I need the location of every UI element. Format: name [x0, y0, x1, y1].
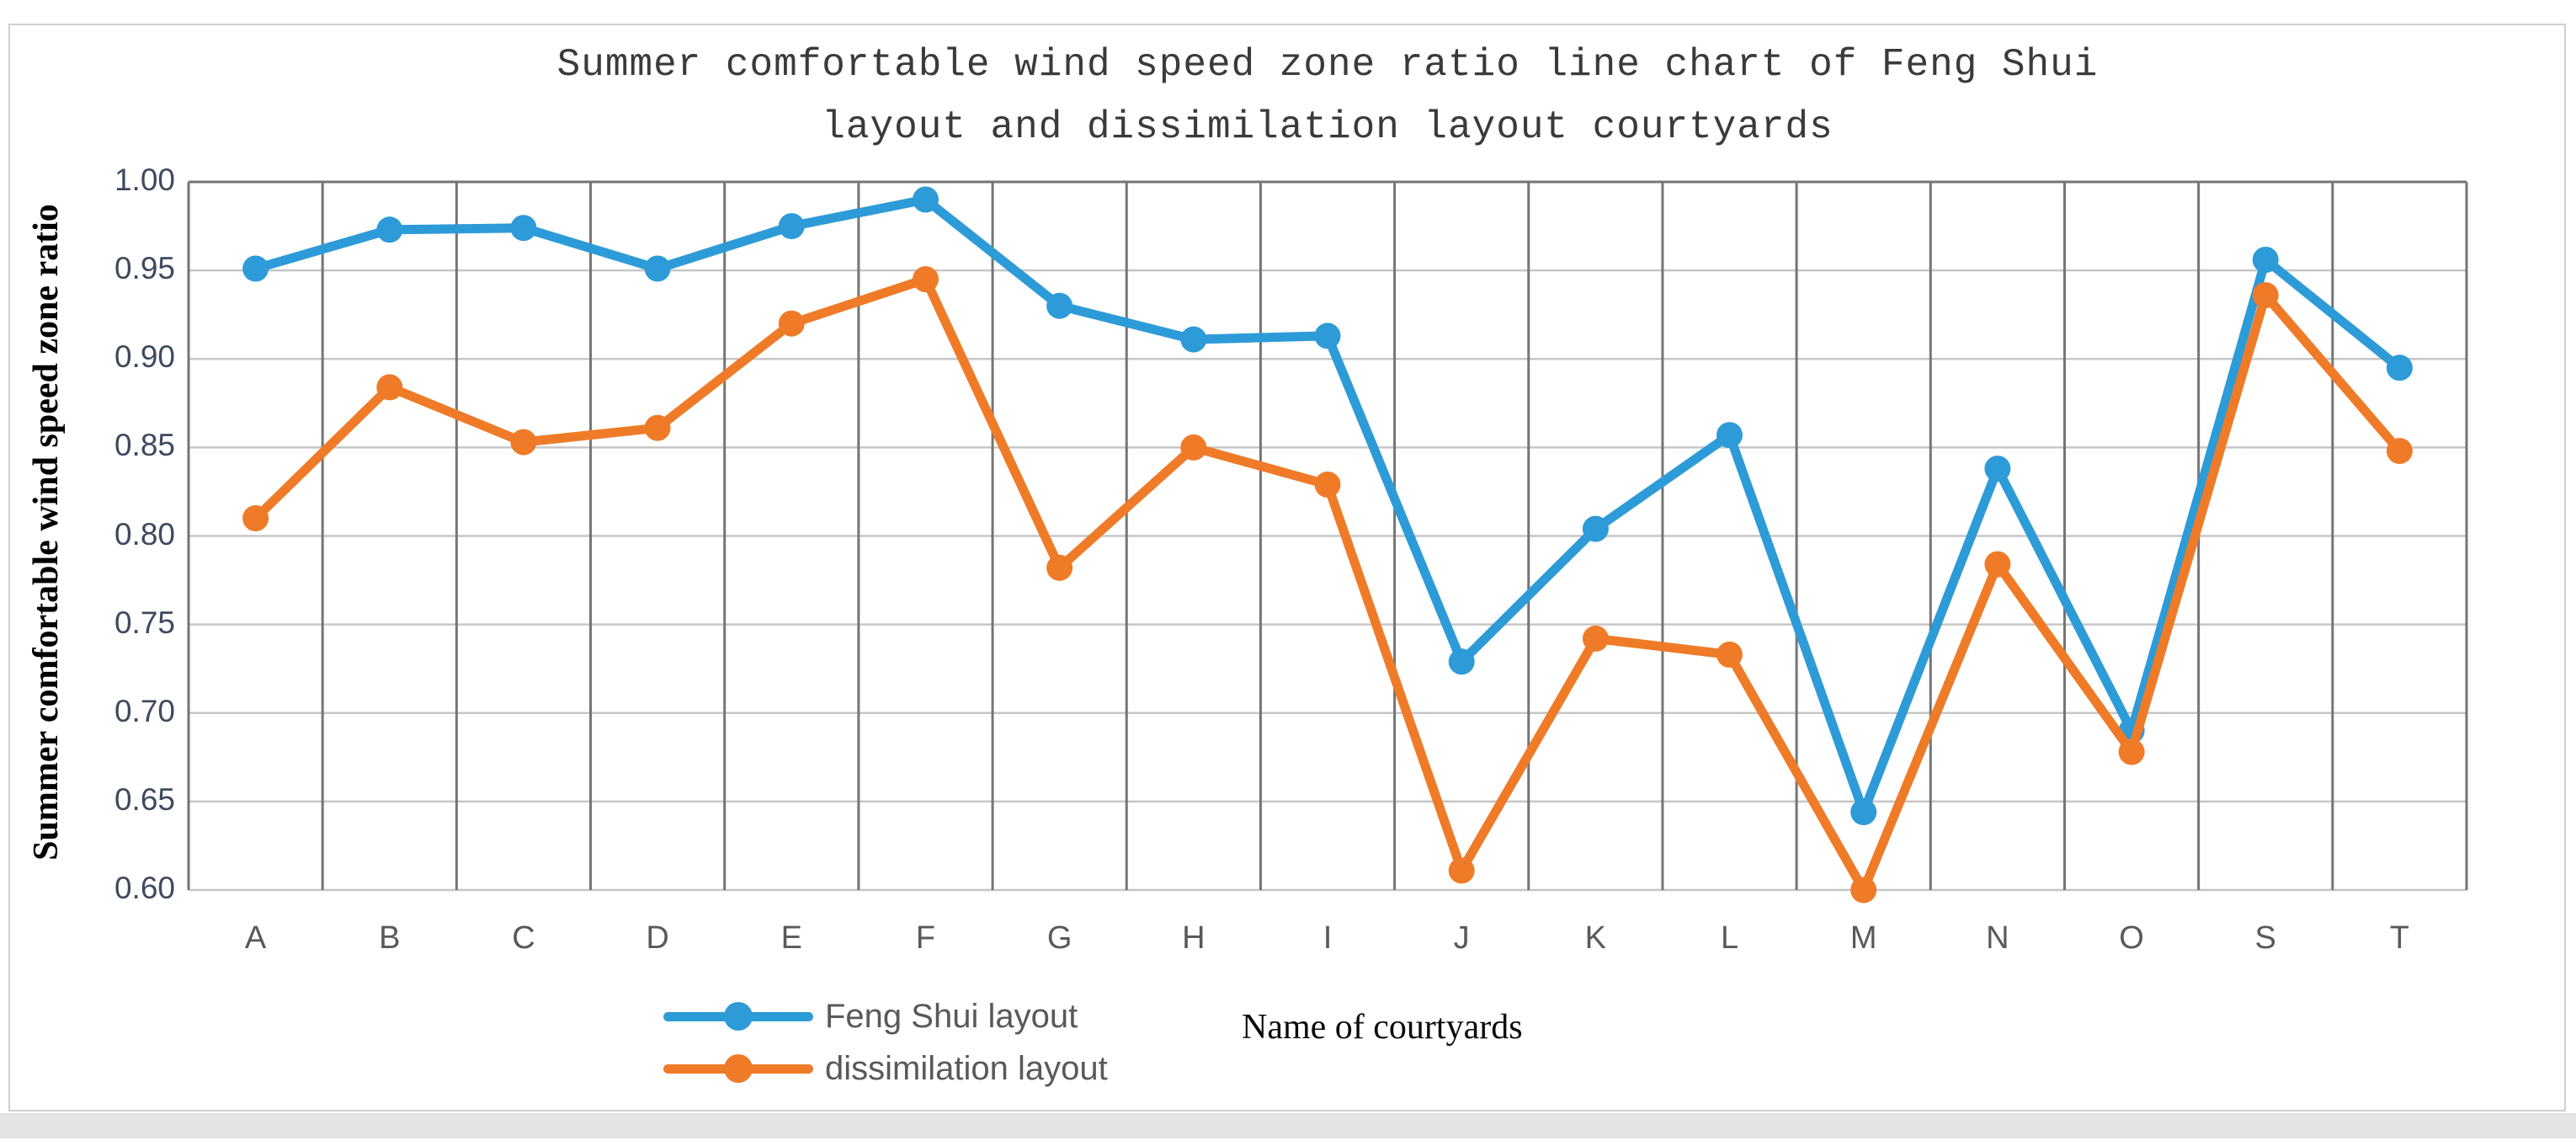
y-tick-label-0.85: 0.85: [114, 428, 175, 463]
data-point-dissimilation-layout-L: [1716, 641, 1743, 668]
data-point-dissimilation-layout-E: [778, 310, 805, 337]
data-point-dissimilation-layout-T: [2386, 438, 2413, 465]
x-tick-label-F: F: [915, 920, 936, 956]
data-point-dissimilation-layout-G: [1046, 554, 1073, 581]
y-tick-label-0.95: 0.95: [114, 251, 175, 286]
x-tick-label-M: M: [1850, 920, 1877, 956]
x-tick-label-I: I: [1323, 920, 1333, 956]
x-tick-label-H: H: [1182, 920, 1206, 956]
chart-legend: Feng Shui layout dissimilation layout: [663, 990, 1108, 1095]
y-tick-label-0.80: 0.80: [114, 516, 175, 552]
series-line-dissimilation-layout: [251, 275, 2404, 895]
data-point-feng-shui-layout-S: [2252, 247, 2279, 273]
data-point-dissimilation-layout-H: [1180, 434, 1207, 461]
y-tick-label-0.70: 0.70: [114, 693, 175, 728]
x-tick-label-D: D: [646, 920, 669, 956]
data-point-feng-shui-layout-M: [1850, 799, 1877, 825]
chart-title: Summer comfortable wind speed zone ratio…: [189, 34, 2467, 158]
data-point-feng-shui-layout-J: [1448, 648, 1475, 675]
x-tick-label-K: K: [1584, 920, 1607, 956]
data-point-dissimilation-layout-M: [1850, 877, 1877, 903]
x-axis-title: Name of courtyards: [1242, 1008, 1523, 1047]
data-point-feng-shui-layout-D: [644, 255, 671, 282]
data-point-dissimilation-layout-A: [242, 505, 269, 531]
x-tick-label-B: B: [379, 920, 401, 956]
x-tick-label-L: L: [1720, 920, 1739, 956]
legend-label: Feng Shui layout: [825, 997, 1078, 1035]
data-point-dissimilation-layout-D: [644, 414, 671, 441]
chart-title-line-1: Summer comfortable wind speed zone ratio…: [556, 43, 2099, 87]
y-tick-label-0.75: 0.75: [114, 605, 175, 640]
legend-item-feng-shui-layout: Feng Shui layout: [663, 990, 1108, 1042]
data-point-dissimilation-layout-S: [2252, 282, 2279, 309]
figure-border: [8, 24, 2566, 1111]
data-point-feng-shui-layout-E: [778, 213, 805, 240]
data-point-feng-shui-layout-N: [1984, 456, 2011, 482]
chart-title-line-2: layout and dissimilation layout courtyar…: [822, 105, 1834, 149]
data-point-feng-shui-layout-A: [242, 255, 269, 282]
x-tick-label-J: J: [1453, 920, 1470, 956]
legend-label: dissimilation layout: [825, 1049, 1108, 1087]
data-point-dissimilation-layout-B: [376, 374, 403, 401]
data-point-dissimilation-layout-C: [510, 429, 537, 456]
x-tick-label-E: E: [780, 920, 802, 956]
y-tick-label-1.00: 1.00: [114, 163, 175, 197]
data-point-feng-shui-layout-F: [913, 186, 939, 213]
x-tick-label-T: T: [2389, 920, 2410, 956]
data-point-feng-shui-layout-B: [376, 216, 403, 243]
data-point-feng-shui-layout-T: [2386, 354, 2413, 381]
data-point-feng-shui-layout-C: [510, 215, 537, 242]
data-point-dissimilation-layout-O: [2118, 738, 2145, 765]
data-point-feng-shui-layout-H: [1180, 326, 1207, 353]
legend-item-dissimilation-layout: dissimilation layout: [663, 1042, 1108, 1095]
data-point-feng-shui-layout-L: [1716, 422, 1743, 449]
data-point-feng-shui-layout-I: [1314, 322, 1341, 349]
x-tick-label-A: A: [244, 920, 267, 956]
y-tick-label-0.90: 0.90: [114, 339, 175, 375]
series-line-feng-shui-layout: [251, 195, 2404, 817]
data-point-dissimilation-layout-K: [1582, 625, 1609, 652]
data-point-feng-shui-layout-G: [1046, 292, 1073, 319]
data-point-dissimilation-layout-N: [1984, 551, 2011, 578]
y-tick-label-0.65: 0.65: [114, 781, 175, 817]
legend-line-marker-icon: [663, 1002, 813, 1031]
x-tick-label-C: C: [512, 920, 535, 956]
bottom-gray-strip: [0, 1113, 2576, 1138]
x-tick-label-S: S: [2254, 920, 2276, 956]
x-tick-label-N: N: [1986, 920, 2009, 956]
data-point-dissimilation-layout-J: [1448, 857, 1475, 884]
y-tick-label-0.60: 0.60: [114, 871, 175, 905]
data-point-dissimilation-layout-F: [913, 266, 939, 293]
legend-line-marker-icon: [663, 1054, 813, 1083]
x-tick-label-O: O: [2119, 920, 2144, 956]
x-tick-label-G: G: [1046, 920, 1072, 956]
data-point-dissimilation-layout-I: [1314, 472, 1341, 498]
data-point-feng-shui-layout-K: [1582, 515, 1609, 542]
